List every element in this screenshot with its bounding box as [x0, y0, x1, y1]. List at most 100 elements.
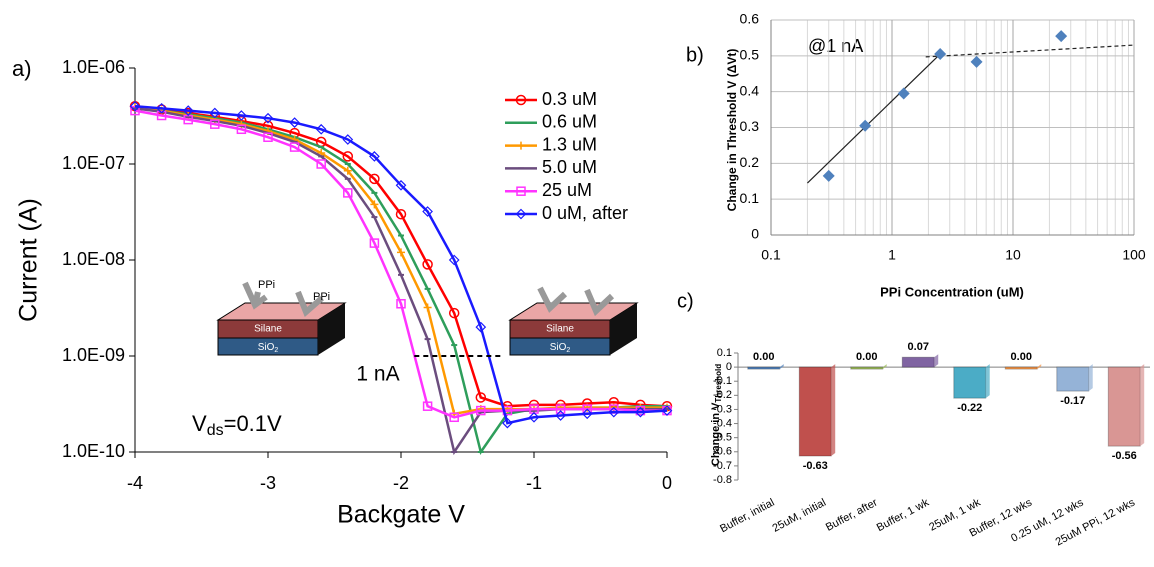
- y-tick-label: 1.0E-10: [62, 441, 125, 461]
- marker: [422, 401, 433, 411]
- marker: [263, 132, 273, 142]
- legend-marker: [516, 186, 526, 196]
- point: [897, 87, 910, 100]
- layer-label: SiO2: [550, 342, 571, 354]
- marker: [209, 107, 221, 119]
- marker: [608, 406, 620, 418]
- marker: [528, 411, 540, 423]
- marker: [369, 238, 380, 248]
- bar-side: [1140, 364, 1145, 447]
- marker: [422, 259, 433, 270]
- y-axis-label: Current (A): [15, 198, 43, 322]
- vds-label: Vds=0.1V: [192, 411, 282, 439]
- layer-label: Silane: [546, 324, 574, 335]
- marker: [395, 179, 407, 191]
- layer-sub: 2: [274, 347, 278, 354]
- legend-marker: [517, 141, 525, 150]
- point: [970, 55, 983, 68]
- trendline: [807, 53, 941, 184]
- marker: [448, 307, 460, 319]
- y-axis-label: Change in Threshold V (ΔVt): [725, 49, 739, 212]
- marker: [555, 404, 566, 414]
- marker: [369, 151, 380, 162]
- bar: [1056, 366, 1090, 392]
- y-tick-label: 1.0E-09: [62, 345, 125, 365]
- marker: [502, 417, 513, 429]
- threshold-label: 1 nA: [356, 363, 399, 386]
- panel-label: a): [12, 56, 32, 81]
- y-tick-label: -0.1: [713, 375, 732, 387]
- bar: [901, 356, 935, 368]
- value-label: 0.00: [856, 351, 877, 363]
- marker: [316, 159, 326, 169]
- marker: [396, 299, 406, 309]
- y-tick-label: -0.5: [713, 432, 732, 444]
- bar: [1004, 366, 1038, 370]
- marker: [129, 100, 141, 112]
- value-label: -0.56: [1112, 450, 1137, 462]
- bar: [1107, 366, 1141, 447]
- bar-side: [934, 354, 939, 368]
- x-tick-label: Buffer, initial: [718, 497, 776, 536]
- marker: [661, 405, 673, 416]
- x-tick-label: Buffer, after: [824, 496, 880, 533]
- marker: [342, 134, 354, 145]
- marker: [422, 206, 433, 217]
- point: [859, 119, 872, 132]
- marker: [182, 105, 194, 116]
- y-tick-label: -0.8: [713, 474, 732, 486]
- marker: [262, 112, 274, 124]
- layer-label: SiO2: [258, 342, 279, 354]
- bar-side: [831, 364, 836, 457]
- bar-side: [779, 364, 784, 370]
- marker: [156, 110, 167, 121]
- marker: [397, 248, 405, 257]
- marker: [395, 208, 407, 220]
- x-axis-label: Backgate V: [337, 501, 465, 529]
- probe-label: PPi: [258, 279, 275, 291]
- y-tick-label: -0.6: [713, 446, 732, 458]
- x-tick-label: 25uM, initial: [771, 497, 828, 535]
- y-tick-label: 1.0E-07: [62, 153, 125, 173]
- bar-side: [1088, 364, 1093, 392]
- layer-sub: 2: [566, 347, 570, 354]
- y-tick-label: 0: [726, 361, 732, 373]
- legend-marker: [515, 208, 527, 220]
- device-inset: PPi PPi Silane SiO2: [216, 279, 347, 356]
- series-line: [134, 109, 667, 419]
- y-tick-label: 0.1: [717, 347, 732, 359]
- marker: [475, 321, 487, 333]
- x-tick-label: 0: [662, 473, 672, 493]
- vds-rest: =0.1V: [224, 411, 282, 436]
- layer-text: SiO: [550, 342, 567, 353]
- marker: [555, 410, 566, 421]
- marker: [448, 254, 460, 266]
- marker: [581, 408, 593, 420]
- marker: [210, 119, 220, 129]
- y-tick-label: 0.2: [740, 154, 760, 170]
- value-label: -0.17: [1060, 395, 1085, 407]
- marker: [476, 405, 486, 416]
- device-inset: Silane SiO2: [508, 286, 639, 356]
- bar: [798, 366, 832, 457]
- marker: [635, 405, 646, 416]
- legend-label: 5.0 uM: [542, 157, 597, 177]
- x-tick-label: -4: [127, 473, 143, 493]
- vds-v: V: [192, 411, 207, 436]
- panel-label: b): [686, 44, 704, 66]
- x-tick-label: -1: [526, 473, 542, 493]
- y-tick-label: 0.4: [740, 82, 760, 98]
- x-tick-label: -3: [260, 473, 276, 493]
- marker: [370, 200, 379, 209]
- legend-label: 25 uM: [542, 180, 592, 200]
- probe-label: PPi: [313, 291, 330, 303]
- value-label: 0.00: [1011, 351, 1032, 363]
- bar: [953, 366, 987, 399]
- value-label: 0.00: [753, 351, 774, 363]
- bar-side: [1037, 364, 1042, 370]
- y-tick-label: -0.7: [713, 460, 732, 472]
- value-label: -0.22: [957, 402, 982, 414]
- point: [934, 48, 947, 61]
- legend-label: 0.3 uM: [542, 89, 597, 109]
- y-tick-label: -0.3: [713, 403, 732, 415]
